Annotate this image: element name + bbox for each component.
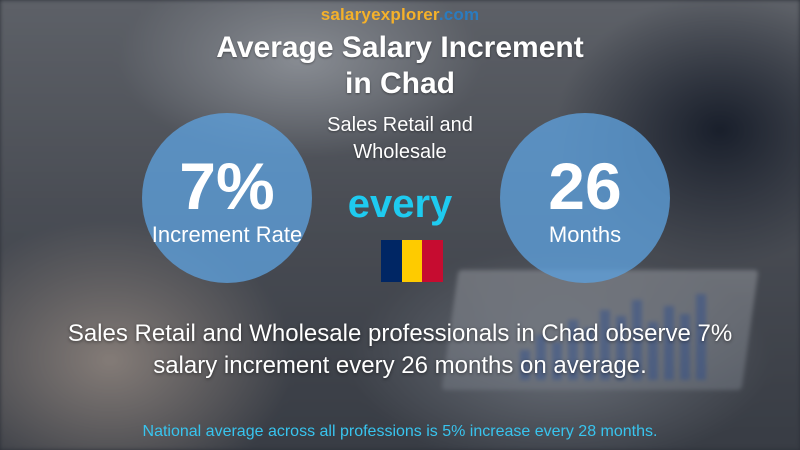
job-category: Sales Retail and Wholesale bbox=[0, 112, 800, 166]
flag-stripe-red bbox=[422, 240, 444, 282]
summary-line-1: Sales Retail and Wholesale professionals… bbox=[67, 320, 733, 347]
period-label: Months bbox=[548, 222, 622, 247]
period-circle: 26 Months bbox=[500, 113, 670, 283]
title-line-1: Average Salary Increment bbox=[216, 31, 584, 64]
increment-rate-value: 7% bbox=[179, 149, 275, 223]
page-title: Average Salary Increment in Chad bbox=[0, 30, 800, 102]
national-average-note: National average across all professions … bbox=[142, 423, 658, 440]
flag-stripe-yellow bbox=[401, 240, 423, 282]
title-line-2: in Chad bbox=[345, 67, 455, 100]
period-value: 26 bbox=[548, 149, 622, 223]
summary-text: Sales Retail and Wholesale professionals… bbox=[0, 318, 800, 382]
every-connector: every bbox=[347, 182, 453, 226]
increment-rate-label: Increment Rate bbox=[151, 222, 303, 247]
brand-logo[interactable]: salaryexplorer.com bbox=[0, 5, 800, 25]
brand-part-explorer: explorer bbox=[371, 5, 439, 24]
flag-stripe-blue bbox=[381, 240, 402, 282]
chad-flag-icon bbox=[381, 240, 444, 282]
brand-part-domain: .com bbox=[438, 5, 480, 24]
subtitle-line-2: Wholesale bbox=[353, 141, 447, 163]
summary-line-2: salary increment every 26 months on aver… bbox=[153, 352, 647, 379]
background-bars bbox=[520, 290, 720, 380]
subtitle-line-1: Sales Retail and bbox=[327, 114, 473, 136]
increment-rate-circle: 7% Increment Rate bbox=[142, 113, 312, 283]
brand-part-salary: salary bbox=[320, 5, 372, 24]
